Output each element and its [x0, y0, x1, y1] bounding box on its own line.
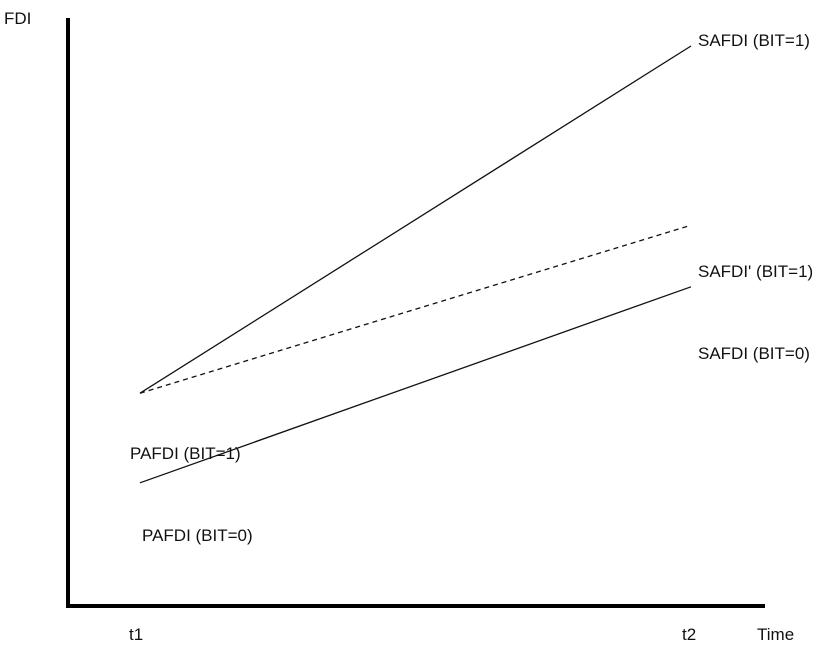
series-line-0 — [139, 45, 692, 394]
series-end-label-safdi-prime-bit1: SAFDI' (BIT=1) — [698, 262, 814, 281]
series-line-1 — [139, 224, 692, 394]
series-end-label-safdi-bit0: SAFDI (BIT=0) — [698, 344, 810, 363]
x-tick-label-t2: t2 — [682, 625, 697, 644]
series-line-2 — [139, 286, 692, 484]
x-tick-label-t1: t1 — [129, 625, 144, 644]
x-axis-label: Time — [757, 625, 795, 644]
series-start-label-pafdi-bit1: PAFDI (BIT=1) — [130, 444, 241, 463]
series-end-label-safdi-bit1: SAFDI (BIT=1) — [698, 31, 810, 50]
series-start-label-pafdi-bit0: PAFDI (BIT=0) — [142, 526, 253, 545]
y-axis-label: FDI — [4, 9, 32, 28]
